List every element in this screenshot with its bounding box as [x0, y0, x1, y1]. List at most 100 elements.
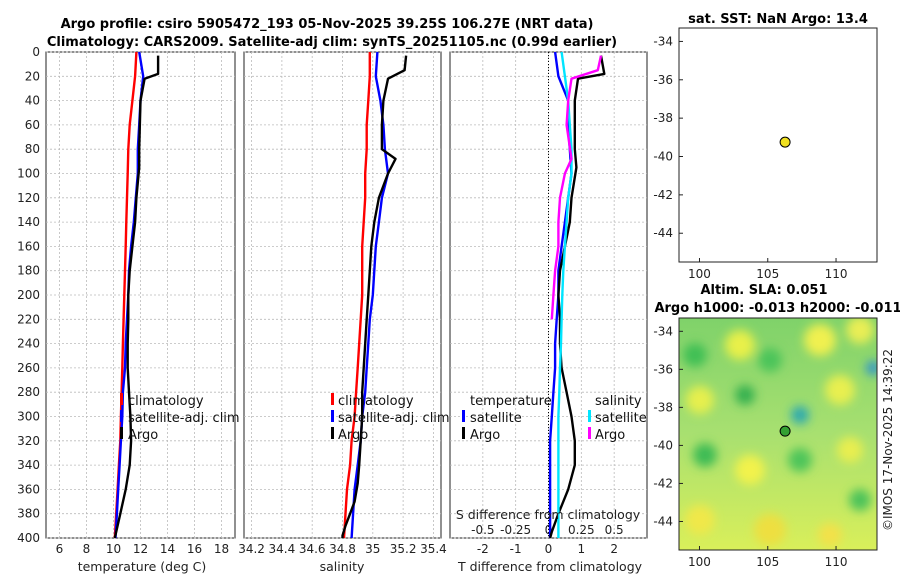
x-tick-label: 6	[56, 542, 64, 556]
map-y-tick-label: -42	[653, 188, 673, 202]
map-x-tick-label: 100	[688, 555, 711, 569]
header-title-line1: Argo profile: csiro 5905472_193 05-Nov-2…	[61, 17, 594, 32]
x-tick-label: 2	[610, 542, 618, 556]
s-tick-label: 0.5	[605, 523, 624, 537]
x-tick-label: 34.6	[299, 542, 326, 556]
map-x-tick-label: 105	[756, 267, 779, 281]
s-tick-label: 0.25	[568, 523, 595, 537]
map-y-tick-label: -42	[653, 476, 673, 490]
sst-map-title: sat. SST: NaN Argo: 13.4	[688, 12, 868, 27]
map-y-tick-label: -40	[653, 438, 673, 452]
map-y-tick-label: -38	[653, 400, 673, 414]
x-tick-label: 34.8	[329, 542, 356, 556]
map-x-tick-label: 105	[756, 555, 779, 569]
legend-t-argo: Argo	[470, 428, 500, 443]
temperature-xlabel: temperature (deg C)	[78, 559, 207, 574]
map-y-tick-label: -40	[653, 150, 673, 164]
x-tick-label: 18	[214, 542, 229, 556]
map-y-tick-label: -34	[653, 34, 673, 48]
sla-heatmap	[679, 318, 877, 550]
map-x-tick-label: 110	[825, 267, 848, 281]
temperature-panel: 0 20 40 60 80 100 120 140 160 180 200 220 240 260 280 3…	[17, 45, 236, 556]
sla-map-title-1: Altim. SLA: 0.051	[701, 283, 828, 298]
salinity-xlabel: salinity	[320, 559, 365, 574]
y-tick-label: 20	[25, 69, 40, 83]
x-tick-label: 35.4	[420, 542, 447, 556]
sla-map-title-2: Argo h1000: -0.013 h2000: -0.011	[654, 301, 900, 316]
map-y-tick-label: -34	[653, 324, 673, 338]
difference-xlabel: T difference from climatology	[457, 559, 643, 574]
x-tick-label: 10	[106, 542, 121, 556]
argo-float-marker	[779, 425, 791, 437]
y-tick-label: 360	[17, 482, 40, 496]
series-line-climatology	[342, 52, 371, 539]
legend-s-satellite: satellite	[595, 411, 647, 426]
x-tick-label: 34.4	[269, 542, 296, 556]
series-line-argo	[113, 55, 160, 539]
map-frame	[678, 317, 878, 551]
series-line-s-argo	[550, 55, 603, 320]
header-title-line2: Climatology: CARS2009. Satellite-adj cli…	[47, 35, 617, 50]
legend-swatch-satellite	[331, 410, 334, 422]
map-y-tick-label: -36	[653, 73, 673, 87]
difference-top-axis-label: S difference from climatology	[456, 507, 641, 522]
x-tick-label: 14	[160, 542, 175, 556]
x-tick-label: 35	[365, 542, 380, 556]
sla-map: 100 105 110 -34 -36 -38 -40 -42 -44	[653, 317, 878, 569]
map-y-tick-label: -44	[653, 226, 673, 240]
x-tick-label: -1	[510, 542, 522, 556]
y-tick-label: 160	[17, 239, 40, 253]
legend-climatology: climatology	[338, 394, 414, 409]
legend-swatch-argo	[331, 427, 334, 439]
y-tick-label: 40	[25, 94, 40, 108]
argo-float-marker	[779, 136, 791, 148]
s-tick-label: -0.5	[471, 523, 494, 537]
y-tick-label: 320	[17, 434, 40, 448]
map-x-tick-label: 100	[688, 267, 711, 281]
legend-argo: Argo	[128, 428, 158, 443]
map-x-tick-label: 110	[825, 555, 848, 569]
y-tick-label: 400	[17, 531, 40, 545]
legend-satellite-clim: satellite-adj. clim	[128, 411, 240, 426]
legend-swatch-climatology	[120, 393, 123, 405]
y-tick-label: 280	[17, 385, 40, 399]
map-y-tick-label: -38	[653, 111, 673, 125]
x-tick-label: 12	[133, 542, 148, 556]
legend-satellite-clim: satellite-adj. clim	[338, 411, 450, 426]
sst-map: 100 105 110 -34 -36 -38 -40 -42 -44	[653, 27, 878, 281]
temperature-legend: climatology satellite-adj. clim Argo	[120, 393, 240, 443]
map-frame	[678, 27, 878, 263]
legend-swatch-t-satellite	[462, 410, 465, 422]
salinity-legend: climatology satellite-adj. clim Argo	[331, 393, 450, 443]
x-tick-label: -2	[477, 542, 489, 556]
y-tick-label: 60	[25, 118, 40, 132]
y-tick-label: 260	[17, 361, 40, 375]
legend-swatch-t-argo	[462, 427, 465, 439]
x-tick-label: 0	[545, 542, 553, 556]
s-tick-label: -0.25	[500, 523, 531, 537]
salinity-panel: 34.2 34.4 34.6 34.8 35 35.2 35.4	[238, 51, 447, 556]
legend-s-argo: Argo	[595, 428, 625, 443]
y-tick-label: 200	[17, 288, 40, 302]
difference-legend: temperature satellite Argo salinity sate…	[462, 394, 647, 443]
legend-swatch-argo	[120, 427, 123, 439]
y-tick-label: 380	[17, 507, 40, 521]
difference-panel: -2 -1 0 1 2 -0.5 -0.25 0 0.25 0.5	[449, 51, 648, 556]
y-tick-label: 100	[17, 167, 40, 181]
y-tick-label: 220	[17, 312, 40, 326]
legend-t-satellite: satellite	[470, 411, 522, 426]
y-tick-label: 80	[25, 142, 40, 156]
y-tick-label: 140	[17, 215, 40, 229]
y-tick-label: 180	[17, 264, 40, 278]
y-tick-label: 300	[17, 410, 40, 424]
x-tick-label: 35.2	[390, 542, 417, 556]
s-tick-label: 0	[545, 523, 553, 537]
series-line-argo	[341, 55, 408, 538]
legend-title-salinity: salinity	[595, 394, 642, 409]
y-tick-label: 0	[32, 45, 40, 59]
x-tick-label: 34.2	[238, 542, 265, 556]
y-tick-label: 340	[17, 458, 40, 472]
y-tick-label: 120	[17, 191, 40, 205]
credit: ©IMOS 17-Nov-2025 14:39:22	[881, 349, 895, 531]
legend-title-temperature: temperature	[470, 394, 552, 409]
